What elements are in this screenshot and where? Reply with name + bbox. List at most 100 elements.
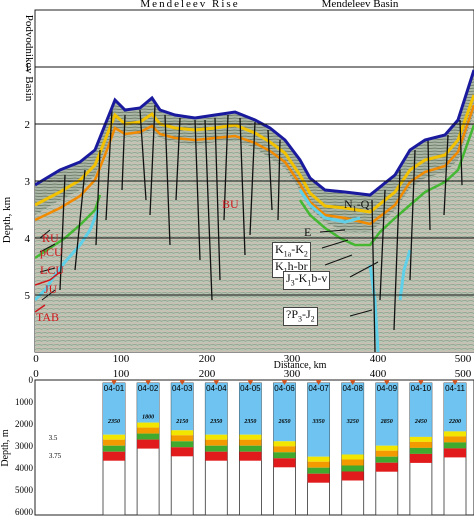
layer-yellow xyxy=(205,434,228,440)
layer-orange xyxy=(307,461,330,468)
layer-yellow xyxy=(307,456,330,462)
layer-green xyxy=(375,456,398,463)
water-depth-label: 3250 xyxy=(346,419,359,425)
column-id: 04-02 xyxy=(138,384,159,393)
y-tick: 3 xyxy=(25,176,31,188)
layer-green xyxy=(307,467,330,474)
y-tick: 4000 xyxy=(15,463,34,473)
layer-orange xyxy=(171,435,194,442)
well-column: 04-01 2350 xyxy=(102,380,126,516)
layer-green xyxy=(273,452,296,459)
horizon-red xyxy=(35,271,61,313)
bottom-x-ticks: 0 100 200 300 400 500 xyxy=(33,368,472,380)
x-tick: 500 xyxy=(455,353,472,365)
y-tick: 1 xyxy=(25,62,31,74)
well-marker-icon xyxy=(111,380,117,385)
layer-orange xyxy=(137,427,160,434)
water-depth-label: 2350 xyxy=(107,419,120,425)
layer-red xyxy=(307,473,330,483)
horizon-label-tab: TAB xyxy=(36,310,60,324)
layer-red xyxy=(341,471,364,481)
layer-orange xyxy=(103,439,125,446)
layer-orange xyxy=(341,459,364,466)
water-depth-label: 2450 xyxy=(414,419,427,425)
bottom-y-axis-label: Depth, m xyxy=(0,429,11,466)
layer-orange xyxy=(444,436,466,443)
well-column: 04-05 2350 xyxy=(238,380,262,516)
y-tick: 5000 xyxy=(15,485,34,495)
horizon-label-ju: JU xyxy=(44,282,58,296)
layer-orange xyxy=(409,441,432,448)
x-tick: 500 xyxy=(455,368,472,380)
horizon-label-pcu: pCU xyxy=(40,245,63,259)
column-id: 04-06 xyxy=(274,384,295,393)
layer-red xyxy=(103,451,125,461)
layer-yellow xyxy=(375,445,398,451)
column-id: 04-04 xyxy=(206,384,227,393)
y-tick: 4 xyxy=(25,233,31,245)
x-tick: 100 xyxy=(113,368,130,380)
well-column: 04-07 3350 xyxy=(307,380,331,516)
well-column: 04-02 1800 xyxy=(136,380,160,516)
layer-yellow xyxy=(341,454,364,460)
column-id: 04-09 xyxy=(377,384,398,393)
y-tick: 0 xyxy=(29,375,34,385)
layer-water xyxy=(341,383,364,455)
well-marker-icon xyxy=(349,380,356,385)
layer-red xyxy=(273,458,296,468)
annotation-arrows xyxy=(39,229,379,317)
layer-water xyxy=(375,383,398,446)
layer-water xyxy=(444,383,466,432)
left-value-label: 3.75 xyxy=(49,452,62,460)
layer-red xyxy=(375,462,398,472)
y-tick: 5 xyxy=(25,290,31,302)
well-column: 04-11 2200 xyxy=(443,380,467,516)
layer-water xyxy=(137,383,160,423)
stratified-layer xyxy=(35,70,474,232)
layer-orange xyxy=(273,446,296,453)
y-tick: 6000 xyxy=(15,507,34,517)
water-depth-label: 2150 xyxy=(175,419,188,425)
water-depth-label: 2350 xyxy=(243,419,256,425)
x-tick: 100 xyxy=(113,353,130,365)
stratigraphic-columns-panel: 0 100 200 300 400 500 0 1000 2000 3000 4… xyxy=(0,368,474,517)
well-column: 04-06 2650 xyxy=(273,380,296,516)
layer-yellow xyxy=(239,434,262,440)
unit-label-k1a-k2: K1a-K2 xyxy=(272,242,311,262)
well-column: 04-08 3250 xyxy=(341,380,365,516)
podvodnikov-basin-label: Podvodnikov Basin xyxy=(23,15,35,102)
y-tick: 3000 xyxy=(15,441,34,451)
top-x-ticks: 0 100 200 300 400 500 xyxy=(33,353,472,365)
layer-red xyxy=(205,451,228,461)
well-column: 04-04 2350 xyxy=(204,380,228,516)
well-marker-icon xyxy=(383,380,390,385)
layer-red xyxy=(444,448,466,458)
header-mendeleev-basin: Mendeleev Basin xyxy=(322,0,399,10)
layer-green xyxy=(103,445,125,452)
column-id: 04-01 xyxy=(104,384,125,393)
x-tick: 400 xyxy=(370,368,387,380)
horizon-cyan xyxy=(35,189,412,352)
seismic-section-panel: 1 2 3 4 5 Depth, km Podvodnikov Basin Me… xyxy=(1,0,474,371)
seabed-line xyxy=(35,69,474,197)
well-marker-icon xyxy=(281,380,288,385)
layer-water xyxy=(103,383,125,435)
layer-water xyxy=(205,383,228,435)
layer-green xyxy=(444,442,466,449)
horizon-label-ru: RU xyxy=(42,231,59,245)
well-column: 04-09 2850 xyxy=(375,380,399,516)
column-id: 04-05 xyxy=(240,384,261,393)
well-marker-icon xyxy=(452,380,458,385)
layer-green xyxy=(409,447,432,454)
water-depth-label: 2850 xyxy=(380,419,393,425)
water-depth-label: 2200 xyxy=(448,419,461,425)
layer-water xyxy=(307,383,330,457)
depth-gridlines xyxy=(35,66,474,296)
unit-label-j3-k1b-v: J3-K1b-v xyxy=(283,271,331,291)
water-depth-label: 2350 xyxy=(209,419,222,425)
well-marker-icon xyxy=(417,380,424,385)
top-x-axis-label: Distance, km xyxy=(274,360,327,371)
well-column: 04-03 2150 xyxy=(170,380,194,516)
well-marker-icon xyxy=(145,380,152,385)
layer-red xyxy=(409,453,432,463)
